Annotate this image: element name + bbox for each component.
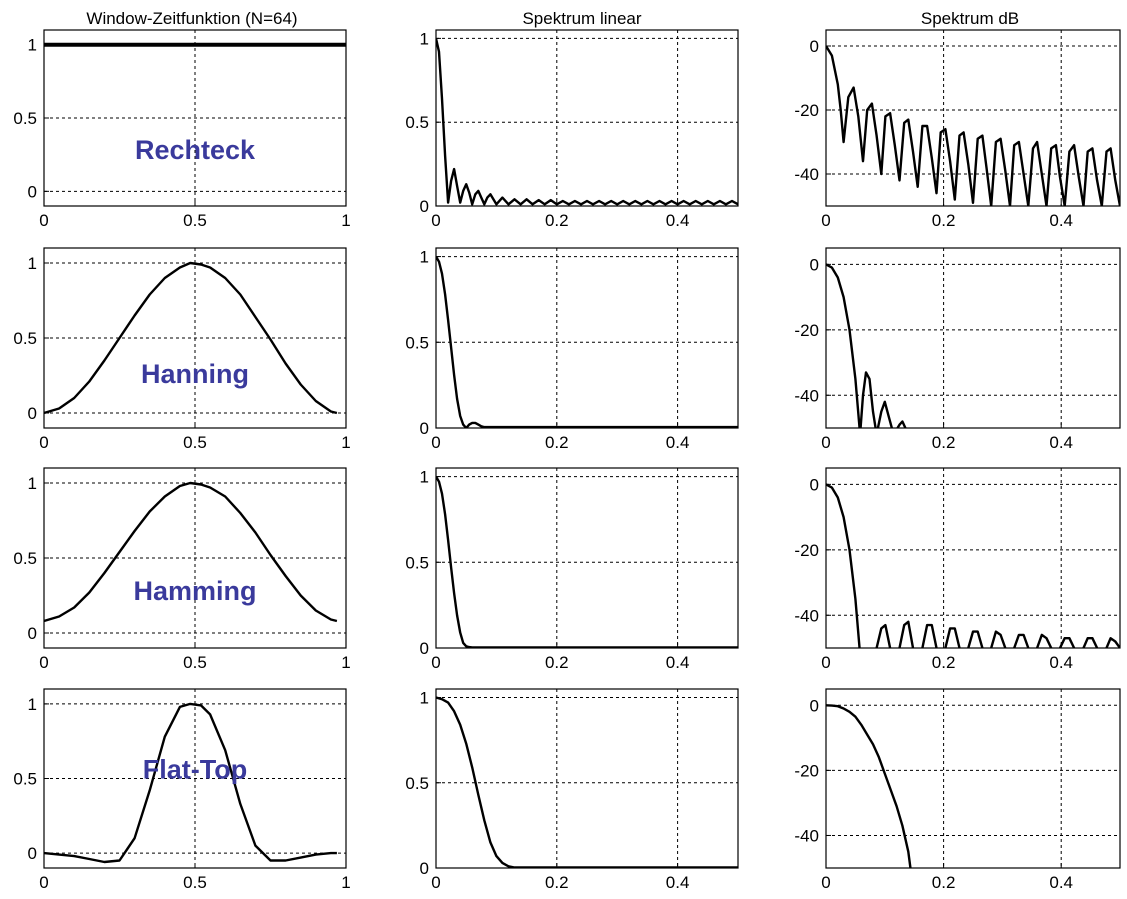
linear-3-ytick-label-2: 1 — [420, 689, 429, 708]
time-0-ytick-label-1: 0.5 — [13, 109, 37, 128]
time-1-ytick-label-1: 0.5 — [13, 329, 37, 348]
db-0-xtick-label-2: 0.4 — [1049, 211, 1073, 230]
linear-3-ytick-label-1: 0.5 — [405, 774, 429, 793]
time-1-ytick-label-0: 0 — [28, 404, 37, 423]
linear-1-xtick-label-0: 0 — [431, 433, 440, 452]
time-3-series-line-0 — [44, 702, 337, 864]
time-3-xtick-label-0: 0 — [39, 873, 48, 892]
time-2-ytick-label-1: 0.5 — [13, 549, 37, 568]
linear-2-ytick-label-1: 0.5 — [405, 553, 429, 572]
linear-3-axes-frame — [435, 688, 739, 869]
linear-2-xtick-label-2: 0.4 — [666, 653, 690, 672]
db-3-xtick-label-2: 0.4 — [1049, 873, 1073, 892]
linear-3-ytick-label-0: 0 — [420, 859, 429, 878]
db-1-xtick-label-2: 0.4 — [1049, 433, 1073, 452]
db-1-ytick-label-1: -20 — [794, 321, 819, 340]
time-3-ytick-label-1: 0.5 — [13, 770, 37, 789]
time-2-xtick-label-1: 0.5 — [183, 653, 207, 672]
time-1-xtick-label-0: 0 — [39, 433, 48, 452]
db-3-ytick-label-1: -20 — [794, 761, 819, 780]
linear-3-xtick-label-2: 0.4 — [666, 873, 690, 892]
linear-2-ytick-label-0: 0 — [420, 639, 429, 658]
linear-1-xtick-label-1: 0.2 — [545, 433, 569, 452]
linear-0-xtick-label-0: 0 — [431, 211, 440, 230]
db-0-xtick-label-1: 0.2 — [932, 211, 956, 230]
time-2-series-line-0 — [44, 481, 338, 623]
db-1-ytick-label-2: 0 — [810, 255, 819, 274]
db-1-axes-frame — [825, 247, 1121, 429]
db-0-ytick-label-0: -40 — [794, 165, 819, 184]
linear-0-xtick-label-1: 0.2 — [545, 211, 569, 230]
time-0-ytick-label-2: 1 — [28, 36, 37, 55]
db-3-ytick-label-0: -40 — [794, 826, 819, 845]
db-2-ytick-label-0: -40 — [794, 606, 819, 625]
column-title-linear: Spektrum linear — [522, 9, 641, 28]
time-1-xtick-label-2: 1 — [341, 433, 350, 452]
time-3-ytick-label-0: 0 — [28, 844, 37, 863]
time-0-xtick-label-1: 0.5 — [183, 211, 207, 230]
column-title-time: Window-Zeitfunktion (N=64) — [86, 9, 297, 28]
db-3-series-line-0 — [826, 704, 912, 868]
time-0-ytick-label-0: 0 — [28, 182, 37, 201]
linear-1-ytick-label-1: 0.5 — [405, 333, 429, 352]
time-2-xtick-label-2: 1 — [341, 653, 350, 672]
time-0-xtick-label-2: 1 — [341, 211, 350, 230]
db-1-ytick-label-0: -40 — [794, 386, 819, 405]
db-0-xtick-label-0: 0 — [821, 211, 830, 230]
db-0-ytick-label-2: 0 — [810, 37, 819, 56]
linear-0-xtick-label-2: 0.4 — [666, 211, 690, 230]
window-label-hamming: Hamming — [133, 576, 256, 606]
db-2-axes-frame — [825, 467, 1121, 649]
time-1-series-line-0 — [44, 261, 338, 415]
linear-3-xtick-label-0: 0 — [431, 873, 440, 892]
time-2-ytick-label-2: 1 — [28, 474, 37, 493]
time-1-ytick-label-2: 1 — [28, 254, 37, 273]
linear-2-xtick-label-1: 0.2 — [545, 653, 569, 672]
column-title-db: Spektrum dB — [921, 9, 1019, 28]
linear-1-series-line-0 — [436, 255, 738, 428]
linear-1-xtick-label-2: 0.4 — [666, 433, 690, 452]
linear-3-xtick-label-1: 0.2 — [545, 873, 569, 892]
db-2-xtick-label-2: 0.4 — [1049, 653, 1073, 672]
db-0-axes-frame — [825, 29, 1121, 207]
time-1-xtick-label-1: 0.5 — [183, 433, 207, 452]
linear-0-ytick-label-1: 0.5 — [405, 113, 429, 132]
db-0-series-line-0 — [826, 45, 1120, 206]
window-label-flat-top: Flat-Top — [143, 755, 247, 785]
db-3-ytick-label-2: 0 — [810, 696, 819, 715]
linear-0-axes-frame — [435, 29, 739, 207]
db-3-xtick-label-0: 0 — [821, 873, 830, 892]
db-2-ytick-label-2: 0 — [810, 475, 819, 494]
db-0-ytick-label-1: -20 — [794, 101, 819, 120]
db-2-ytick-label-1: -20 — [794, 541, 819, 560]
time-0-xtick-label-0: 0 — [39, 211, 48, 230]
db-1-xtick-label-0: 0 — [821, 433, 830, 452]
db-3-xtick-label-1: 0.2 — [932, 873, 956, 892]
db-3-axes-frame — [825, 688, 1121, 869]
time-2-xtick-label-0: 0 — [39, 653, 48, 672]
time-3-xtick-label-2: 1 — [341, 873, 350, 892]
linear-1-ytick-label-0: 0 — [420, 419, 429, 438]
db-2-xtick-label-0: 0 — [821, 653, 830, 672]
linear-1-axes-frame — [435, 247, 739, 429]
db-1-series-line-0 — [826, 263, 907, 428]
linear-0-series-line-0 — [436, 38, 738, 206]
window-label-rechteck: Rechteck — [135, 135, 256, 165]
linear-1-ytick-label-2: 1 — [420, 248, 429, 267]
linear-0-ytick-label-0: 0 — [420, 197, 429, 216]
linear-2-axes-frame — [435, 467, 739, 649]
db-2-series-line-0 — [826, 483, 1120, 648]
linear-2-xtick-label-0: 0 — [431, 653, 440, 672]
time-3-xtick-label-1: 0.5 — [183, 873, 207, 892]
time-2-ytick-label-0: 0 — [28, 624, 37, 643]
db-1-xtick-label-1: 0.2 — [932, 433, 956, 452]
linear-0-ytick-label-2: 1 — [420, 29, 429, 48]
db-2-xtick-label-1: 0.2 — [932, 653, 956, 672]
window-label-hanning: Hanning — [141, 359, 249, 389]
linear-2-ytick-label-2: 1 — [420, 468, 429, 487]
time-3-ytick-label-2: 1 — [28, 695, 37, 714]
